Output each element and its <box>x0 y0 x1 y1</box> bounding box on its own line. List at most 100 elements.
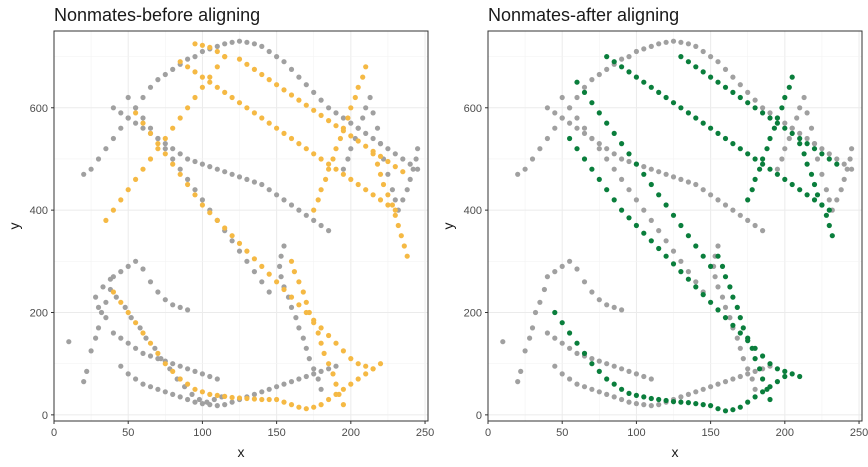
data-point <box>192 192 198 198</box>
data-point <box>363 64 369 70</box>
data-point <box>177 376 183 382</box>
data-point <box>118 125 124 131</box>
data-point <box>199 161 205 167</box>
data-point <box>377 141 384 147</box>
data-point <box>352 94 358 101</box>
data-point <box>737 212 743 218</box>
data-point <box>214 392 220 398</box>
data-point <box>413 156 419 162</box>
data-point <box>604 376 610 382</box>
data-point <box>377 361 384 367</box>
data-point <box>303 82 309 88</box>
data-point <box>737 146 743 152</box>
data-point <box>118 299 124 305</box>
data-point <box>715 197 721 203</box>
data-point <box>311 217 317 223</box>
data-point <box>663 238 669 244</box>
data-point <box>786 135 792 142</box>
data-point <box>737 373 743 380</box>
data-point <box>147 130 154 136</box>
data-point <box>333 166 339 172</box>
data-point <box>656 245 662 252</box>
data-point <box>147 384 154 390</box>
data-point <box>693 64 699 70</box>
data-point <box>385 192 391 198</box>
data-point <box>730 207 736 213</box>
data-point <box>140 330 146 336</box>
data-point <box>611 151 617 157</box>
y-tick-label: 400 <box>464 205 482 217</box>
data-point <box>771 125 777 131</box>
data-point <box>281 243 287 249</box>
data-point <box>804 110 810 116</box>
data-point <box>204 399 210 405</box>
data-point <box>567 135 573 142</box>
data-point <box>222 393 228 399</box>
data-point <box>715 253 721 259</box>
data-point <box>170 302 176 308</box>
y-tick-label: 200 <box>30 307 48 319</box>
data-point <box>170 368 176 374</box>
data-point <box>400 197 406 203</box>
data-point <box>318 402 324 408</box>
data-point <box>340 171 346 177</box>
data-point <box>303 373 309 380</box>
data-point <box>311 89 317 95</box>
data-point <box>804 161 810 167</box>
data-point <box>626 187 632 193</box>
data-point <box>626 158 632 165</box>
data-point <box>177 304 183 310</box>
data-point <box>589 77 595 83</box>
data-point <box>404 187 410 193</box>
data-point <box>259 181 265 188</box>
data-point <box>794 115 800 121</box>
data-point <box>814 192 821 198</box>
data-point <box>333 146 339 152</box>
data-point <box>760 376 766 382</box>
data-point <box>685 269 691 275</box>
data-point <box>633 74 639 80</box>
data-point <box>236 395 243 401</box>
data-point <box>326 105 332 111</box>
data-point <box>782 120 788 126</box>
data-point <box>727 284 733 290</box>
data-point <box>66 339 72 345</box>
data-point <box>760 156 766 162</box>
data-point <box>300 289 306 295</box>
data-point <box>363 143 369 149</box>
data-point <box>834 156 840 162</box>
data-point <box>185 56 191 62</box>
data-point <box>544 105 550 111</box>
data-point <box>611 166 617 172</box>
data-point <box>581 279 588 285</box>
y-tick-label: 0 <box>42 410 48 422</box>
data-point <box>626 390 632 396</box>
data-point <box>374 161 381 167</box>
data-point <box>251 269 257 275</box>
data-point <box>152 345 158 351</box>
data-point <box>529 325 536 331</box>
data-point <box>752 222 758 229</box>
data-point <box>745 151 751 157</box>
data-point <box>392 164 398 170</box>
data-point <box>730 294 736 300</box>
data-point <box>277 263 283 269</box>
data-point <box>641 230 647 236</box>
scatter-chart-before: 0 50 100 150 200 250 0 200 400 600 x y <box>6 30 434 460</box>
data-point <box>760 353 766 359</box>
data-point <box>745 399 751 405</box>
data-point <box>185 307 191 313</box>
data-point <box>110 330 116 336</box>
data-point <box>515 171 521 177</box>
data-point <box>779 105 785 111</box>
data-point <box>801 151 807 157</box>
panel-title: Nonmates-after aligning <box>488 5 680 25</box>
data-point <box>323 176 329 182</box>
data-point <box>274 192 280 198</box>
data-point <box>730 74 736 80</box>
x-tick-label: 50 <box>556 427 568 439</box>
data-point <box>125 115 131 121</box>
data-point <box>719 263 726 269</box>
data-point <box>385 202 391 208</box>
data-point <box>125 309 131 316</box>
